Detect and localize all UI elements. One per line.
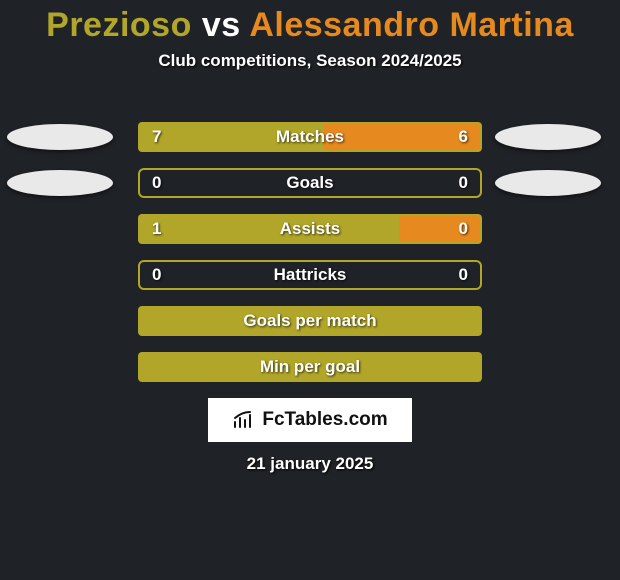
stat-row-goals-per-match: Goals per match: [0, 306, 620, 336]
player2-name: Alessandro Martina: [249, 6, 574, 44]
fctables-logo: FcTables.com: [208, 398, 412, 442]
stat-value-right: 0: [459, 260, 468, 290]
stat-row-hattricks: 0 Hattricks 0: [0, 260, 620, 290]
stat-bar: Goals per match: [138, 306, 482, 336]
subtitle: Club competitions, Season 2024/2025: [0, 51, 620, 71]
logo-text: FcTables.com: [262, 409, 387, 431]
stat-bar: Min per goal: [138, 352, 482, 382]
player2-badge: [495, 124, 601, 150]
stat-bar: 1 Assists 0: [138, 214, 482, 244]
stat-bar: 0 Goals 0: [138, 168, 482, 198]
stat-label: Matches: [138, 122, 482, 152]
vs-text: vs: [202, 6, 241, 44]
stat-label: Goals per match: [138, 306, 482, 336]
stat-row-assists: 1 Assists 0: [0, 214, 620, 244]
stat-value-right: 0: [459, 214, 468, 244]
stat-value-right: 6: [459, 122, 468, 152]
stat-label: Hattricks: [138, 260, 482, 290]
stat-label: Goals: [138, 168, 482, 198]
player1-name: Prezioso: [46, 6, 192, 44]
stat-bar: 0 Hattricks 0: [138, 260, 482, 290]
player2-badge: [495, 170, 601, 196]
date-stamp: 21 january 2025: [0, 454, 620, 474]
stat-row-matches: 7 Matches 6: [0, 122, 620, 152]
stat-row-min-per-goal: Min per goal: [0, 352, 620, 382]
stats-panel: 7 Matches 6 0 Goals 0 1 Assists 0 0: [0, 122, 620, 398]
stat-label: Assists: [138, 214, 482, 244]
chart-icon: [232, 409, 258, 431]
player1-badge: [7, 170, 113, 196]
stat-label: Min per goal: [138, 352, 482, 382]
stat-row-goals: 0 Goals 0: [0, 168, 620, 198]
player1-badge: [7, 124, 113, 150]
stat-value-right: 0: [459, 168, 468, 198]
comparison-title: Prezioso vs Alessandro Martina: [0, 0, 620, 45]
stat-bar: 7 Matches 6: [138, 122, 482, 152]
